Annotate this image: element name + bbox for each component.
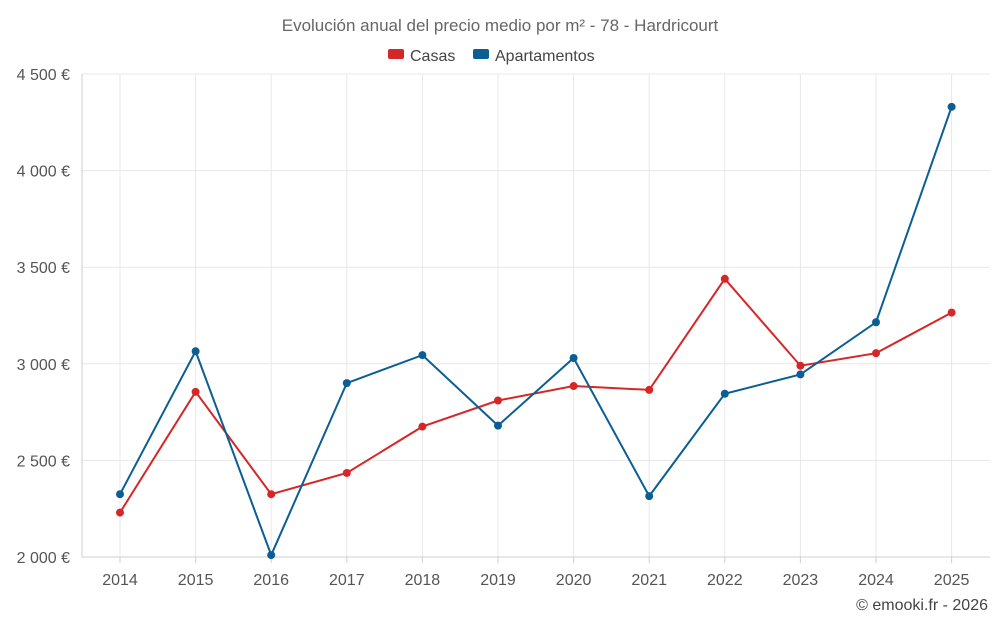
- series-line-apartamentos: [119, 106, 953, 558]
- data-point: [645, 385, 654, 394]
- y-tick-label: 3 500 €: [17, 260, 70, 277]
- data-point: [191, 347, 200, 356]
- series-apartamentos: [116, 102, 956, 560]
- credit-text: © emooki.fr - 2026: [856, 597, 988, 614]
- x-tick-label: 2017: [329, 572, 365, 589]
- data-point: [342, 468, 351, 477]
- x-tick-label: 2018: [405, 572, 441, 589]
- x-tick-label: 2019: [480, 572, 516, 589]
- data-point: [872, 318, 880, 327]
- y-tick-label: 4 000 €: [17, 164, 70, 181]
- x-tick-label: 2022: [707, 572, 743, 589]
- data-point: [116, 508, 124, 517]
- x-tick-label: 2016: [253, 572, 289, 589]
- legend-swatch-apartamentos: [473, 49, 489, 59]
- legend-swatch-casas: [388, 49, 404, 59]
- axes: 2 000 € 2 500 € 3 000 € 3 500 € 4 000 € 4 500…: [17, 67, 990, 589]
- data-point: [569, 382, 578, 391]
- series-casas: [116, 274, 956, 517]
- data-point: [947, 308, 956, 317]
- series-line-casas: [119, 277, 953, 514]
- data-point: [645, 492, 654, 501]
- data-point: [494, 421, 502, 430]
- data-point: [872, 349, 880, 358]
- legend-label-apartamentos: Apartamentos: [495, 48, 595, 65]
- x-tick-label: 2024: [858, 572, 894, 589]
- x-tick-label: 2015: [178, 572, 214, 589]
- data-point: [267, 551, 276, 560]
- data-point: [720, 274, 729, 283]
- legend-label-casas: Casas: [410, 48, 455, 65]
- y-tick-label: 2 000 €: [17, 550, 70, 567]
- x-tick-label: 2021: [631, 572, 667, 589]
- data-point: [796, 361, 805, 370]
- data-point: [418, 422, 427, 431]
- data-point: [494, 396, 502, 405]
- data-point: [796, 370, 805, 379]
- y-tick-label: 2 500 €: [17, 453, 70, 470]
- data-point: [720, 389, 729, 398]
- x-tick-label: 2023: [783, 572, 819, 589]
- chart-title: Evolución anual del precio medio por m² …: [282, 16, 719, 35]
- data-point: [267, 490, 276, 499]
- x-tick-label: 2025: [934, 572, 970, 589]
- data-point: [569, 354, 578, 363]
- data-point: [191, 387, 200, 396]
- y-tick-label: 4 500 €: [17, 67, 70, 84]
- data-point: [418, 351, 427, 360]
- x-tick-label: 2020: [556, 572, 592, 589]
- grid: [82, 73, 990, 557]
- y-tick-label: 3 000 €: [17, 357, 70, 374]
- data-point: [342, 379, 351, 388]
- legend: Casas Apartamentos: [388, 48, 595, 65]
- series-layer: [116, 102, 956, 560]
- data-point: [116, 490, 124, 499]
- x-tick-label: 2014: [102, 572, 138, 589]
- data-point: [947, 102, 956, 111]
